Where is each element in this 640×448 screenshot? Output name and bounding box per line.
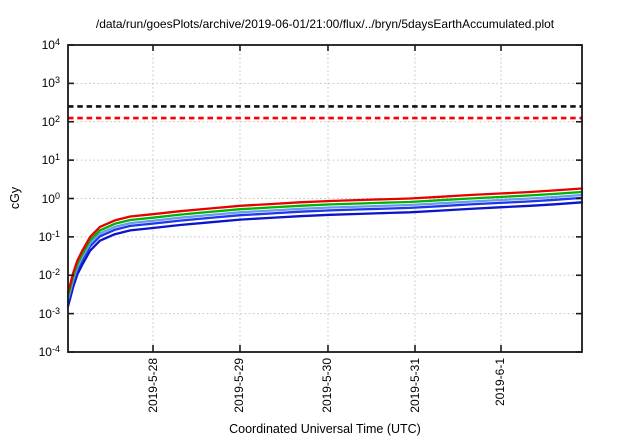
- y-tick-label: 100: [41, 190, 60, 206]
- blue-curve: [66, 196, 584, 304]
- y-tick-label: 10-4: [38, 344, 60, 360]
- y-tick-label: 101: [41, 152, 60, 168]
- y-tick-label: 10-3: [38, 305, 60, 321]
- x-axis-title: Coordinated Universal Time (UTC): [229, 422, 421, 436]
- red-curve: [66, 187, 584, 294]
- y-axis-title: cGy: [8, 186, 22, 210]
- green-curve: [66, 190, 584, 298]
- plot-title: /data/run/goesPlots/archive/2019-06-01/2…: [95, 17, 555, 31]
- y-tick-label: 10-2: [38, 267, 60, 283]
- y-tick-label: 103: [41, 75, 60, 91]
- dark-blue-curve: [66, 201, 584, 308]
- y-tick-label: 104: [41, 37, 60, 53]
- light-blue-curve: [66, 193, 584, 301]
- y-tick-label: 10-1: [38, 228, 60, 244]
- y-tick-label: 102: [41, 113, 60, 129]
